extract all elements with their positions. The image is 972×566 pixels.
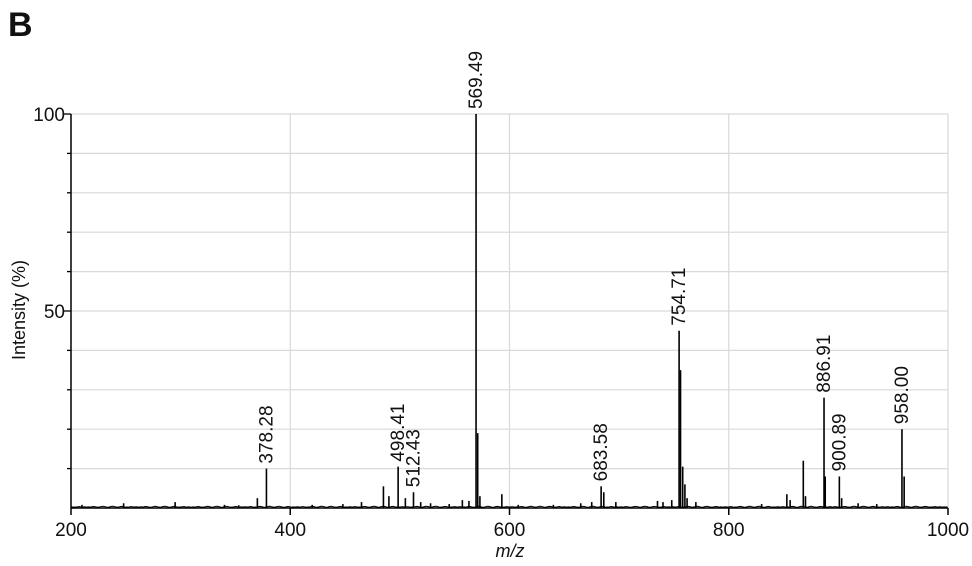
y-tick-label: 100 [33, 105, 65, 126]
peak-label: 498.41 [388, 404, 409, 462]
peak-label: 886.91 [814, 335, 835, 393]
y-axis-title: Intensity (%) [9, 260, 29, 360]
baseline-noise [70, 505, 948, 508]
spectrum-peaks [70, 114, 948, 508]
peak-label: 378.28 [256, 405, 277, 463]
x-axis-title: m/z [496, 541, 525, 561]
peak-label: 754.71 [669, 268, 690, 326]
peak-label: 958.00 [892, 366, 913, 424]
axes: 200 400 600 800 1000 50 100 [33, 105, 969, 541]
panel-label: B [8, 6, 33, 44]
x-tick-label: 200 [55, 520, 87, 541]
x-tick-label: 400 [274, 520, 306, 541]
peak-label: 683.58 [591, 423, 612, 481]
x-tick-label: 800 [713, 520, 745, 541]
peak-label: 900.89 [829, 413, 850, 471]
peak-label: 569.49 [466, 51, 487, 109]
peak-label: 512.43 [404, 429, 425, 487]
grid-lines [71, 113, 949, 508]
x-tick-label: 1000 [927, 520, 969, 541]
y-tick-label: 50 [44, 302, 65, 323]
x-tick-label: 600 [494, 520, 526, 541]
